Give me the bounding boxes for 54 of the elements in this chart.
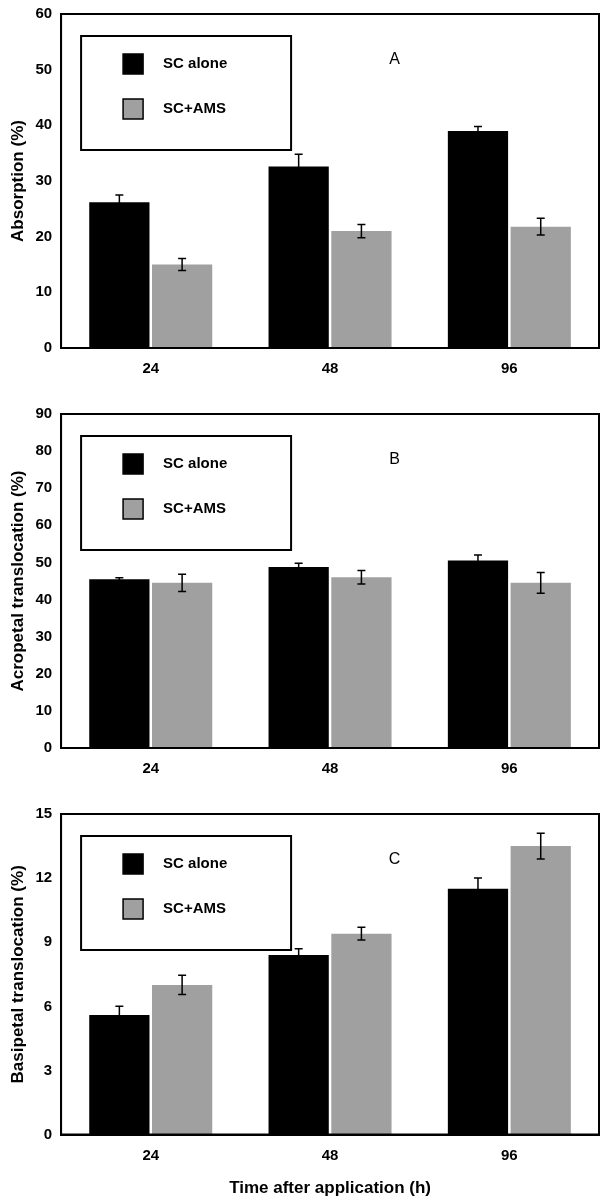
- y-tick-label: 60: [35, 515, 53, 533]
- y-tick-label: 30: [35, 626, 53, 644]
- bar: [331, 231, 392, 348]
- y-tick-label: 50: [35, 552, 53, 570]
- y-tick-label: 6: [43, 996, 53, 1014]
- y-tick-label: 10: [35, 701, 53, 719]
- legend-label: SC alone: [163, 54, 228, 72]
- annotation: B: [389, 450, 400, 467]
- legend-label: SC+AMS: [163, 499, 227, 517]
- legend-label: SC alone: [163, 854, 228, 872]
- y-tick-label: 50: [35, 59, 53, 77]
- x-tick-label: 96: [501, 759, 518, 777]
- legend-label: SC+AMS: [163, 99, 227, 117]
- legend-label: SC+AMS: [163, 899, 227, 917]
- x-tick-label: 24: [142, 759, 160, 777]
- x-tick-label: 48: [321, 1145, 339, 1163]
- annotation: C: [388, 850, 401, 867]
- y-tick-label: 90: [35, 404, 53, 422]
- x-tick-label: 96: [501, 1145, 518, 1163]
- x-tick-label: 48: [321, 759, 339, 777]
- annotation: A: [389, 50, 401, 67]
- bar: [510, 846, 571, 1135]
- y-tick-label: 0: [43, 338, 53, 356]
- y-tick-label: 40: [35, 115, 53, 133]
- bar: [331, 577, 392, 748]
- y-tick-label: 0: [43, 1124, 53, 1142]
- y-axis-title: Absorption (%): [7, 120, 27, 242]
- y-tick-label: 0: [43, 738, 53, 756]
- bar: [151, 582, 213, 748]
- bar: [510, 582, 571, 748]
- y-axis-title: Basipetal translocation (%): [7, 865, 27, 1084]
- bar: [151, 984, 213, 1135]
- y-tick-label: 60: [35, 4, 53, 22]
- bar: [331, 933, 392, 1135]
- x-tick-label: 96: [501, 359, 518, 377]
- x-tick-label: 24: [142, 359, 160, 377]
- y-tick-label: 3: [43, 1060, 53, 1078]
- x-axis-title: Time after application (h): [229, 1178, 431, 1198]
- legend-label: SC alone: [163, 454, 228, 472]
- x-tick-label: 48: [321, 359, 339, 377]
- y-tick-label: 12: [35, 868, 53, 886]
- y-tick-label: 30: [35, 171, 53, 189]
- y-tick-label: 20: [35, 663, 53, 681]
- y-tick-label: 10: [35, 282, 53, 300]
- y-tick-label: 40: [35, 589, 53, 607]
- y-tick-label: 15: [35, 804, 53, 822]
- y-tick-label: 80: [35, 441, 53, 459]
- x-tick-label: 24: [142, 1145, 160, 1163]
- y-axis-title: Acropetal translocation (%): [7, 470, 27, 692]
- bar: [510, 226, 571, 348]
- y-tick-label: 20: [35, 226, 53, 244]
- y-tick-label: 9: [43, 932, 53, 950]
- y-tick-label: 70: [35, 478, 53, 496]
- bar: [151, 264, 213, 348]
